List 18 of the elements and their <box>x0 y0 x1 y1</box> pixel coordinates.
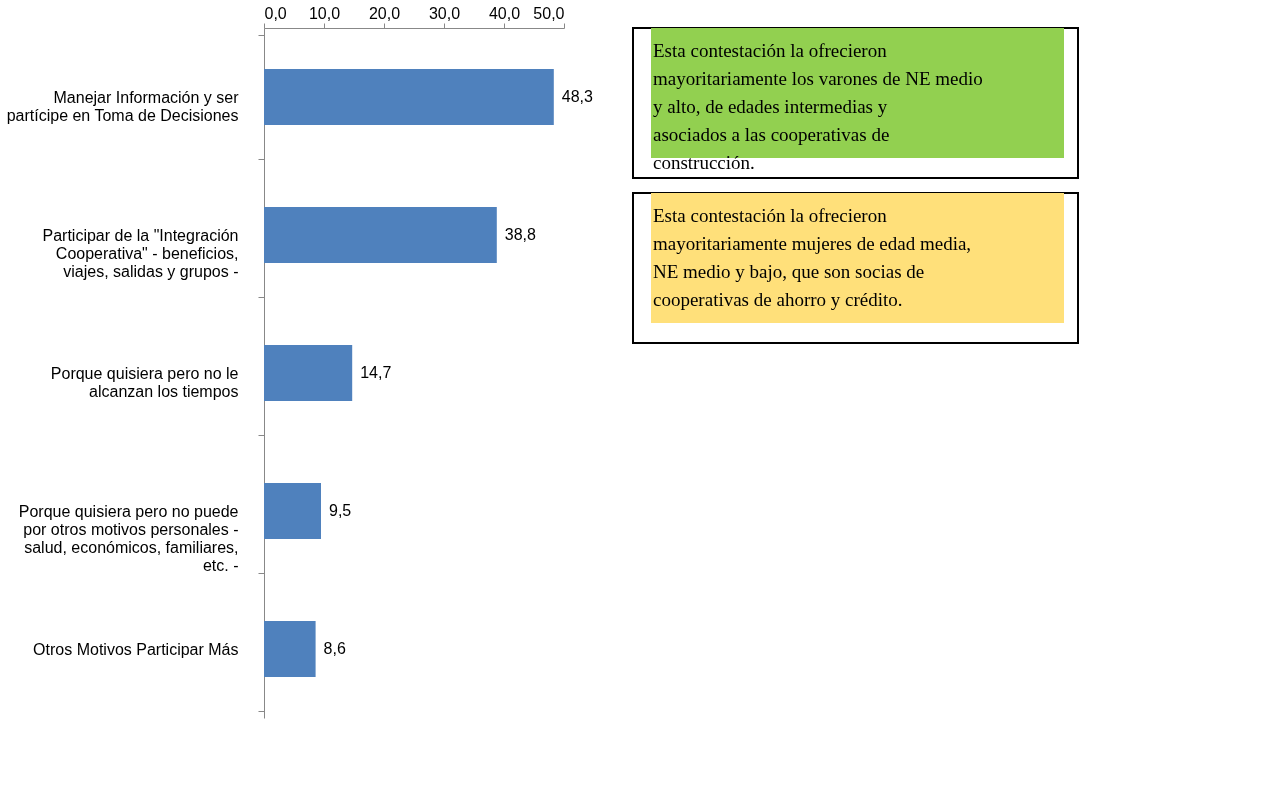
x-tick-label: 30,0 <box>428 4 461 22</box>
data-label: 8,6 <box>323 640 346 657</box>
x-tick-label: 20,0 <box>368 4 401 22</box>
y-tick-label: Otros Motivos Participar Más <box>33 640 239 658</box>
y-tick-label: Participar de la "Integración Cooperativa" - beneficios, viajes, salidas y grupos - <box>42 226 239 280</box>
data-label: 48,3 <box>561 88 594 105</box>
x-tick-label: 0,0 <box>264 4 287 22</box>
data-label: 9,5 <box>329 502 352 519</box>
text: Esta contestación la ofrecieron mayoritariamente mujeres de edad media, NE medio y bajo, que son socias de cooperativas de ahorro y crédito. <box>653 205 972 310</box>
y-tick-label: Manejar Información y ser partícipe en Toma de Decisiones <box>6 88 240 124</box>
x-tick-label: 40,0 <box>488 4 521 22</box>
text: Esta contestación la ofrecieron mayoritariamente los varones de NE medio y alto, de edades intermedias y asociados a las cooperativas de construcción. <box>653 40 983 173</box>
data-label: 14,7 <box>360 364 392 381</box>
y-tick-label: Porque quisiera pero no puede por otros motivos personales - salud, económicos, familiares, etc. - <box>18 502 239 574</box>
x-tick-label: 10,0 <box>308 4 341 22</box>
data-label: 38,8 <box>504 226 537 243</box>
x-tick-label: 50,0 <box>533 4 565 22</box>
y-tick-label: Porque quisiera pero no le alcanzan los tiempos <box>50 364 239 400</box>
